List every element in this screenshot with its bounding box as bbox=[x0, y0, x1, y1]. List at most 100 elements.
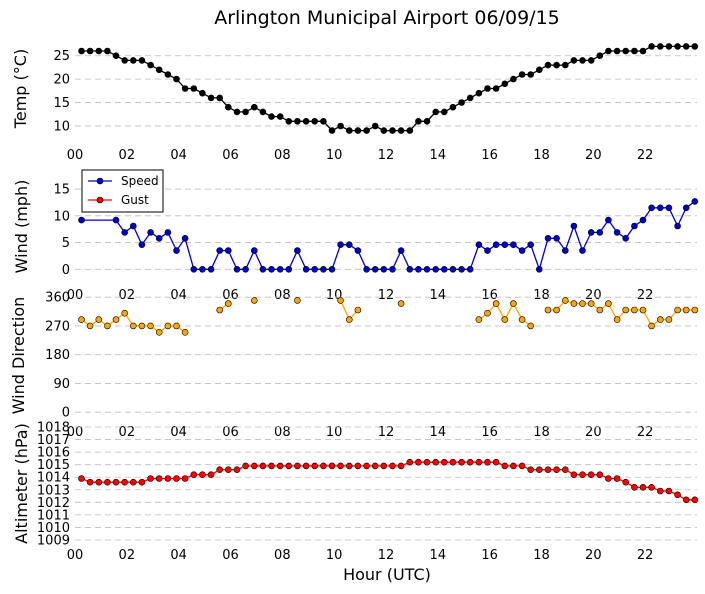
wind-data-point bbox=[216, 247, 223, 254]
wind-data-point bbox=[570, 222, 578, 230]
wind-data-point bbox=[492, 241, 500, 248]
dir-data-point bbox=[155, 328, 163, 336]
temp-data-point bbox=[665, 43, 673, 50]
wind-data-point bbox=[553, 235, 560, 242]
dir-xtick-label: 20 bbox=[585, 425, 602, 440]
wind-data-point bbox=[112, 216, 120, 224]
alt-data-point bbox=[656, 487, 664, 495]
wind-data-point bbox=[225, 247, 232, 254]
wind-data-point bbox=[233, 265, 241, 273]
alt-data-point bbox=[78, 475, 85, 482]
wind-data-point bbox=[251, 247, 258, 254]
temp-data-point bbox=[311, 118, 319, 125]
alt-data-point bbox=[544, 466, 552, 474]
alt-data-point bbox=[406, 458, 414, 466]
alt-data-point bbox=[579, 471, 586, 479]
temp-data-point bbox=[294, 118, 301, 125]
alt-data-point bbox=[691, 496, 699, 504]
temp-data-point bbox=[406, 127, 414, 134]
temp-data-point bbox=[622, 47, 630, 55]
wind-data-point bbox=[674, 222, 681, 230]
alt-data-point bbox=[276, 462, 284, 470]
wind-data-point bbox=[596, 229, 604, 236]
alt-xtick-label: 22 bbox=[637, 548, 654, 563]
wind-data-point bbox=[440, 265, 448, 273]
dir-data-point bbox=[337, 297, 344, 304]
alt-data-point bbox=[380, 462, 388, 470]
temp-data-point bbox=[216, 94, 223, 102]
alt-data-point bbox=[415, 458, 422, 466]
alt-data-point bbox=[285, 462, 293, 470]
dir-data-point bbox=[622, 306, 630, 314]
temp-data-point bbox=[164, 71, 172, 78]
temp-data-point bbox=[86, 47, 94, 55]
temp-data-point bbox=[518, 71, 526, 78]
dir-xtick-label: 10 bbox=[326, 425, 343, 440]
temp-data-point bbox=[276, 113, 284, 120]
alt-ylabel: Altimeter (hPa) bbox=[12, 423, 31, 544]
dir-data-point bbox=[544, 306, 552, 314]
wind-data-point bbox=[579, 247, 586, 254]
alt-data-point bbox=[570, 471, 578, 479]
temp-data-point bbox=[251, 103, 258, 111]
alt-xtick-label: 06 bbox=[222, 548, 239, 563]
dir-data-point bbox=[86, 322, 94, 330]
alt-data-point bbox=[164, 475, 172, 482]
alt-data-point bbox=[449, 458, 457, 466]
temp-data-point bbox=[130, 57, 137, 64]
alt-data-point bbox=[639, 483, 647, 491]
temp-data-point bbox=[389, 127, 396, 134]
temp-data-point bbox=[691, 43, 699, 50]
alt-data-point bbox=[302, 462, 310, 470]
temp-xtick-label: 06 bbox=[222, 148, 239, 163]
temp-data-point bbox=[354, 127, 362, 134]
alt-series-line bbox=[81, 461, 695, 501]
wind-data-point bbox=[406, 265, 414, 273]
dir-ytick-label: 180 bbox=[45, 348, 70, 363]
wind-data-point bbox=[423, 265, 431, 273]
alt-data-point bbox=[147, 475, 154, 482]
alt-ytick-label: 1012 bbox=[37, 496, 70, 511]
alt-ytick-label: 1018 bbox=[37, 421, 70, 436]
alt-ytick-label: 1013 bbox=[37, 483, 70, 498]
wind-data-point bbox=[181, 235, 189, 242]
wind-data-point bbox=[354, 247, 362, 254]
alt-data-point bbox=[440, 458, 448, 466]
temp-data-point bbox=[112, 52, 120, 60]
temp-data-point bbox=[656, 43, 664, 50]
alt-xtick-label: 10 bbox=[326, 548, 343, 563]
dir-data-point bbox=[95, 316, 103, 323]
wind-data-point bbox=[622, 235, 630, 242]
wind-data-point bbox=[415, 265, 422, 273]
alt-data-point bbox=[155, 475, 163, 482]
wind-ylabel: Wind (mph) bbox=[12, 180, 31, 274]
dir-data-point bbox=[596, 306, 604, 314]
alt-data-point bbox=[233, 466, 241, 474]
temp-data-point bbox=[579, 57, 586, 64]
wind-data-point bbox=[389, 265, 396, 273]
wind-data-point bbox=[164, 229, 172, 236]
alt-data-point bbox=[311, 462, 319, 470]
wind-data-point bbox=[432, 265, 440, 273]
dir-data-point bbox=[251, 297, 258, 304]
wind-xtick-label: 04 bbox=[170, 288, 187, 303]
temp-data-point bbox=[466, 94, 474, 102]
alt-data-point bbox=[510, 462, 517, 470]
temp-data-point bbox=[570, 57, 578, 64]
dir-data-point bbox=[648, 322, 655, 330]
alt-data-point bbox=[674, 491, 681, 499]
dir-series-line bbox=[548, 299, 695, 327]
wind-data-point bbox=[345, 241, 353, 248]
alt-data-point bbox=[561, 466, 569, 474]
wind-xtick-label: 14 bbox=[430, 288, 447, 303]
wind-data-point bbox=[320, 265, 327, 273]
x-axis-label: Hour (UTC) bbox=[343, 565, 431, 584]
alt-data-point bbox=[501, 462, 509, 470]
wind-data-point bbox=[484, 247, 491, 254]
dir-xtick-label: 08 bbox=[274, 425, 291, 440]
temp-data-point bbox=[233, 108, 241, 116]
wind-data-point bbox=[276, 265, 284, 273]
dir-data-point bbox=[501, 316, 509, 323]
alt-data-point bbox=[631, 483, 638, 491]
